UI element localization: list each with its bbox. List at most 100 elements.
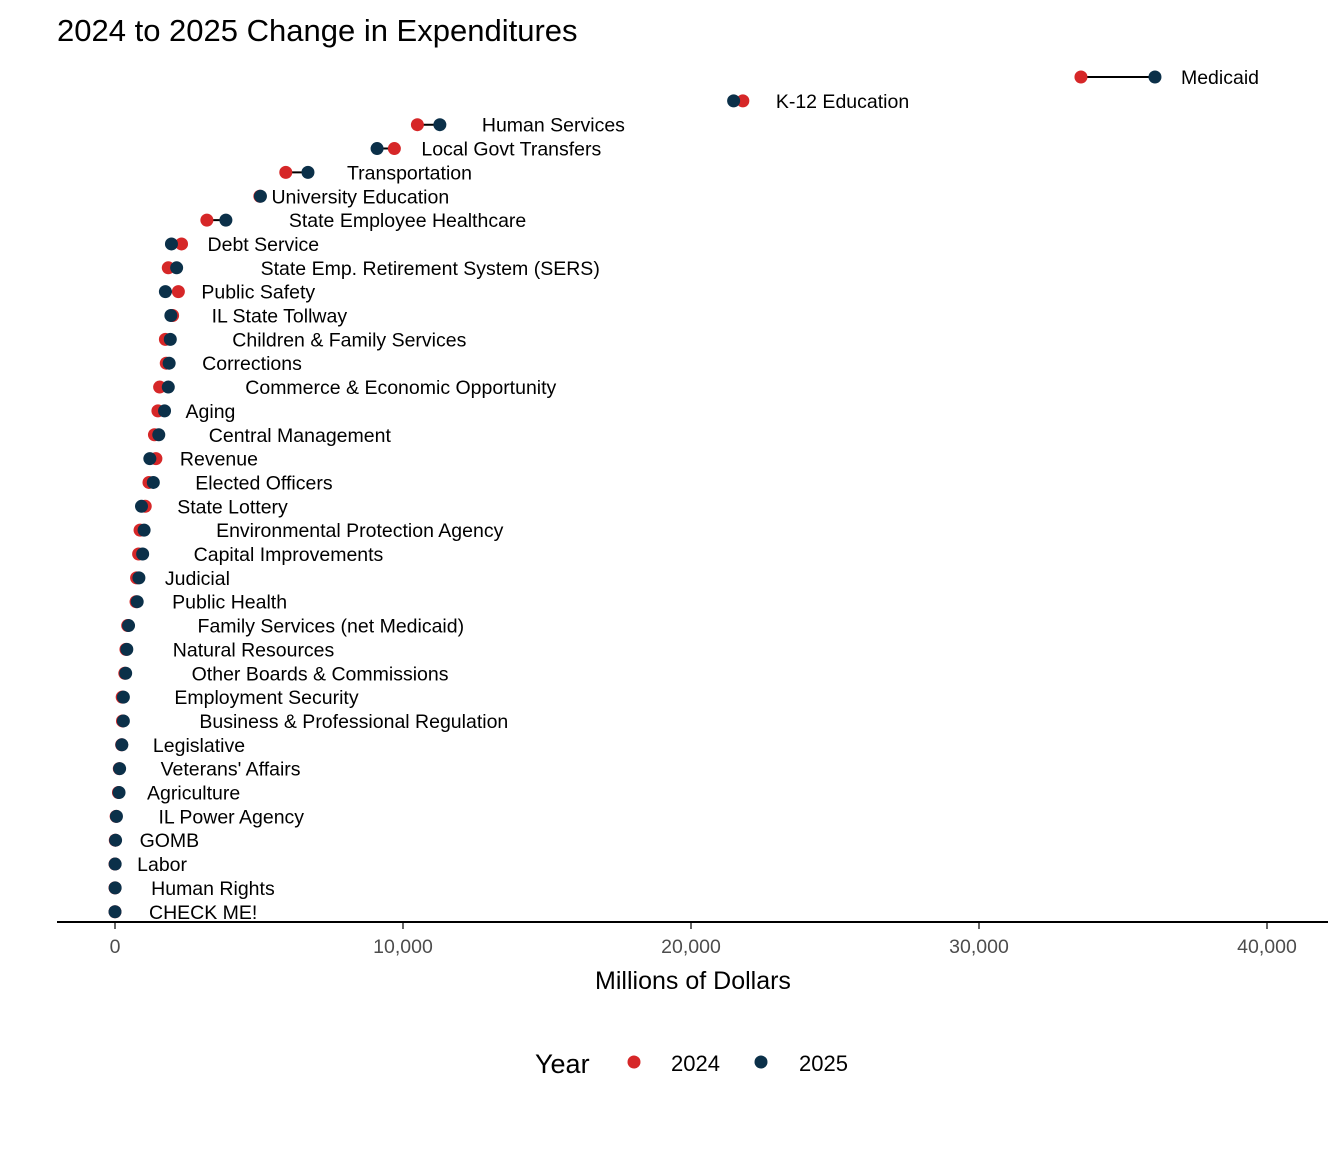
row-other-boards-commissions: Other Boards & Commissions <box>118 663 449 685</box>
point-2025 <box>158 404 172 418</box>
row-state-emp-retirement-system-sers-: State Emp. Retirement System (SERS) <box>161 258 600 280</box>
chart-title: 2024 to 2025 Change in Expenditures <box>57 13 578 48</box>
point-2025 <box>132 571 146 585</box>
category-label: CHECK ME! <box>149 902 257 924</box>
point-2025 <box>108 905 122 919</box>
x-tick-label: 10,000 <box>373 936 433 958</box>
row-employment-security: Employment Security <box>115 687 359 709</box>
point-2024 <box>279 165 293 179</box>
point-2024 <box>175 237 189 251</box>
row-labor: Labor <box>108 854 188 876</box>
point-2025 <box>113 762 127 776</box>
row-elected-officers: Elected Officers <box>142 472 333 494</box>
point-2025 <box>1148 70 1162 84</box>
category-label: Corrections <box>202 353 302 375</box>
point-2024 <box>1074 70 1088 84</box>
point-2025 <box>143 452 157 466</box>
point-2025 <box>109 833 123 847</box>
row-family-services-net-medicaid-: Family Services (net Medicaid) <box>121 616 464 638</box>
category-label: Public Safety <box>201 282 315 304</box>
point-2025 <box>130 595 144 609</box>
category-label: K-12 Education <box>776 91 909 113</box>
x-tick-label: 20,000 <box>661 936 721 958</box>
category-label: Human Rights <box>151 878 275 900</box>
point-2025 <box>433 118 447 132</box>
legend-label-2025: 2025 <box>799 1051 848 1076</box>
row-veterans-affairs: Veterans' Affairs <box>112 759 301 781</box>
x-axis-ticks: 0 10,000 20,000 30,000 40,000 <box>110 923 1297 958</box>
point-2025 <box>116 690 130 704</box>
row-agriculture: Agriculture <box>111 783 240 805</box>
point-2024 <box>410 118 424 132</box>
point-2025 <box>301 165 315 179</box>
legend-label-2024: 2024 <box>671 1051 720 1076</box>
point-2025 <box>152 428 166 442</box>
point-2025 <box>170 261 184 275</box>
category-label: Human Services <box>482 115 625 137</box>
row-state-employee-healthcare: State Employee Healthcare <box>200 210 526 232</box>
row-university-education: University Education <box>253 186 449 208</box>
point-2025 <box>120 642 134 656</box>
point-2025 <box>164 237 178 251</box>
category-label: Legislative <box>153 735 245 757</box>
point-2024 <box>171 285 185 299</box>
point-2025 <box>163 332 177 346</box>
category-label: Agriculture <box>147 783 240 805</box>
point-2025 <box>136 547 150 561</box>
row-legislative: Legislative <box>115 735 245 757</box>
category-label: Judicial <box>165 568 230 590</box>
row-debt-service: Debt Service <box>164 234 319 256</box>
category-label: Commerce & Economic Opportunity <box>245 377 556 399</box>
category-label: Central Management <box>209 425 392 447</box>
row-aging: Aging <box>151 401 235 423</box>
point-2025 <box>370 142 384 156</box>
x-tick-label: 0 <box>110 936 121 958</box>
legend-marker-2025 <box>754 1055 768 1069</box>
point-2025 <box>137 523 151 537</box>
category-label: Elected Officers <box>195 472 333 494</box>
category-label: Labor <box>137 854 187 876</box>
row-children-family-services: Children & Family Services <box>158 329 467 351</box>
category-label: University Education <box>271 186 449 208</box>
row-transportation: Transportation <box>279 162 472 184</box>
category-label: IL State Tollway <box>212 306 348 328</box>
row-commerce-economic-opportunity: Commerce & Economic Opportunity <box>153 377 557 399</box>
category-label: Public Health <box>172 592 287 614</box>
category-label: State Emp. Retirement System (SERS) <box>261 258 600 280</box>
point-2025 <box>161 380 175 394</box>
category-label: Veterans' Affairs <box>161 759 301 781</box>
row-medicaid: Medicaid <box>1074 67 1259 89</box>
row-natural-resources: Natural Resources <box>119 639 335 661</box>
category-label: Revenue <box>180 449 258 471</box>
category-label: GOMB <box>140 830 200 852</box>
legend-title: Year <box>535 1049 590 1079</box>
category-label: Capital Improvements <box>194 544 384 566</box>
row-human-rights: Human Rights <box>108 878 275 900</box>
row-central-management: Central Management <box>147 425 392 447</box>
x-tick-label: 40,000 <box>1237 936 1297 958</box>
row-local-govt-transfers: Local Govt Transfers <box>370 139 602 161</box>
point-2024 <box>736 94 750 108</box>
row-corrections: Corrections <box>159 353 302 375</box>
row-il-state-tollway: IL State Tollway <box>164 306 347 328</box>
category-label: Local Govt Transfers <box>421 139 601 161</box>
category-label: Environmental Protection Agency <box>216 520 503 542</box>
category-label: Business & Professional Regulation <box>199 711 508 733</box>
row-k-12-education: K-12 Education <box>727 91 909 113</box>
point-2025 <box>164 309 178 322</box>
category-label: Natural Resources <box>173 639 335 661</box>
point-2025 <box>162 356 176 370</box>
row-capital-improvements: Capital Improvements <box>132 544 384 566</box>
row-revenue: Revenue <box>143 449 258 471</box>
row-state-lottery: State Lottery <box>134 496 288 518</box>
row-public-safety: Public Safety <box>158 282 315 304</box>
row-environmental-protection-agency: Environmental Protection Agency <box>133 520 504 542</box>
category-label: IL Power Agency <box>158 806 304 828</box>
category-label: Employment Security <box>174 687 358 709</box>
legend: Year 2024 2025 <box>535 1049 848 1079</box>
row-check-me-: CHECK ME! <box>108 902 257 924</box>
x-axis-label: Millions of Dollars <box>595 967 791 995</box>
point-2025 <box>108 881 122 895</box>
point-2025 <box>219 213 233 227</box>
point-2024 <box>200 213 214 227</box>
